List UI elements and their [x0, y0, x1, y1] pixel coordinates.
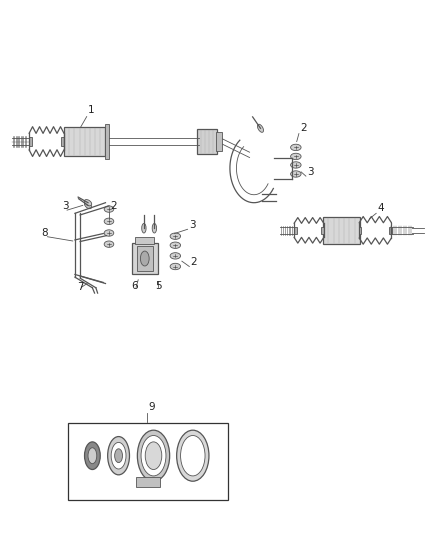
- Ellipse shape: [177, 430, 209, 481]
- Ellipse shape: [258, 124, 264, 132]
- FancyBboxPatch shape: [64, 127, 106, 157]
- Ellipse shape: [104, 241, 114, 247]
- Ellipse shape: [85, 199, 92, 206]
- Ellipse shape: [152, 223, 156, 233]
- FancyBboxPatch shape: [137, 246, 152, 271]
- FancyBboxPatch shape: [323, 216, 360, 244]
- FancyBboxPatch shape: [132, 243, 158, 274]
- Ellipse shape: [170, 233, 180, 239]
- Ellipse shape: [290, 144, 301, 151]
- Ellipse shape: [85, 442, 100, 470]
- Text: 9: 9: [148, 402, 155, 412]
- Bar: [389, 227, 392, 234]
- Text: 2: 2: [110, 201, 117, 211]
- Ellipse shape: [290, 162, 301, 168]
- Text: 5: 5: [155, 281, 162, 292]
- FancyBboxPatch shape: [135, 237, 154, 244]
- Ellipse shape: [145, 442, 162, 470]
- FancyBboxPatch shape: [68, 423, 228, 500]
- Ellipse shape: [88, 448, 97, 464]
- Text: 3: 3: [189, 220, 196, 230]
- Text: 2: 2: [300, 123, 307, 133]
- Text: 2: 2: [191, 257, 197, 267]
- Ellipse shape: [104, 218, 114, 224]
- Text: 7: 7: [77, 282, 84, 292]
- Ellipse shape: [85, 202, 92, 209]
- Ellipse shape: [170, 263, 180, 270]
- Ellipse shape: [180, 435, 205, 476]
- Ellipse shape: [290, 154, 301, 160]
- Ellipse shape: [108, 437, 130, 475]
- Ellipse shape: [141, 435, 166, 476]
- Ellipse shape: [104, 206, 114, 212]
- Bar: [60, 138, 64, 146]
- Ellipse shape: [170, 242, 180, 248]
- Ellipse shape: [115, 449, 123, 463]
- Ellipse shape: [142, 223, 146, 233]
- Ellipse shape: [138, 430, 170, 481]
- Ellipse shape: [104, 230, 114, 236]
- FancyBboxPatch shape: [215, 132, 223, 151]
- Text: 4: 4: [377, 203, 384, 213]
- Text: 8: 8: [41, 228, 47, 238]
- Ellipse shape: [111, 442, 126, 469]
- Text: 1: 1: [88, 106, 95, 116]
- Ellipse shape: [141, 251, 149, 266]
- FancyBboxPatch shape: [197, 130, 217, 154]
- Text: 6: 6: [132, 281, 138, 292]
- Bar: [294, 227, 297, 234]
- FancyBboxPatch shape: [136, 477, 160, 487]
- FancyBboxPatch shape: [105, 124, 109, 159]
- Bar: [321, 227, 324, 234]
- Bar: [28, 138, 32, 146]
- Bar: [359, 227, 361, 234]
- Text: 3: 3: [307, 166, 314, 176]
- Ellipse shape: [170, 253, 180, 259]
- Text: 3: 3: [62, 201, 68, 211]
- Ellipse shape: [290, 171, 301, 177]
